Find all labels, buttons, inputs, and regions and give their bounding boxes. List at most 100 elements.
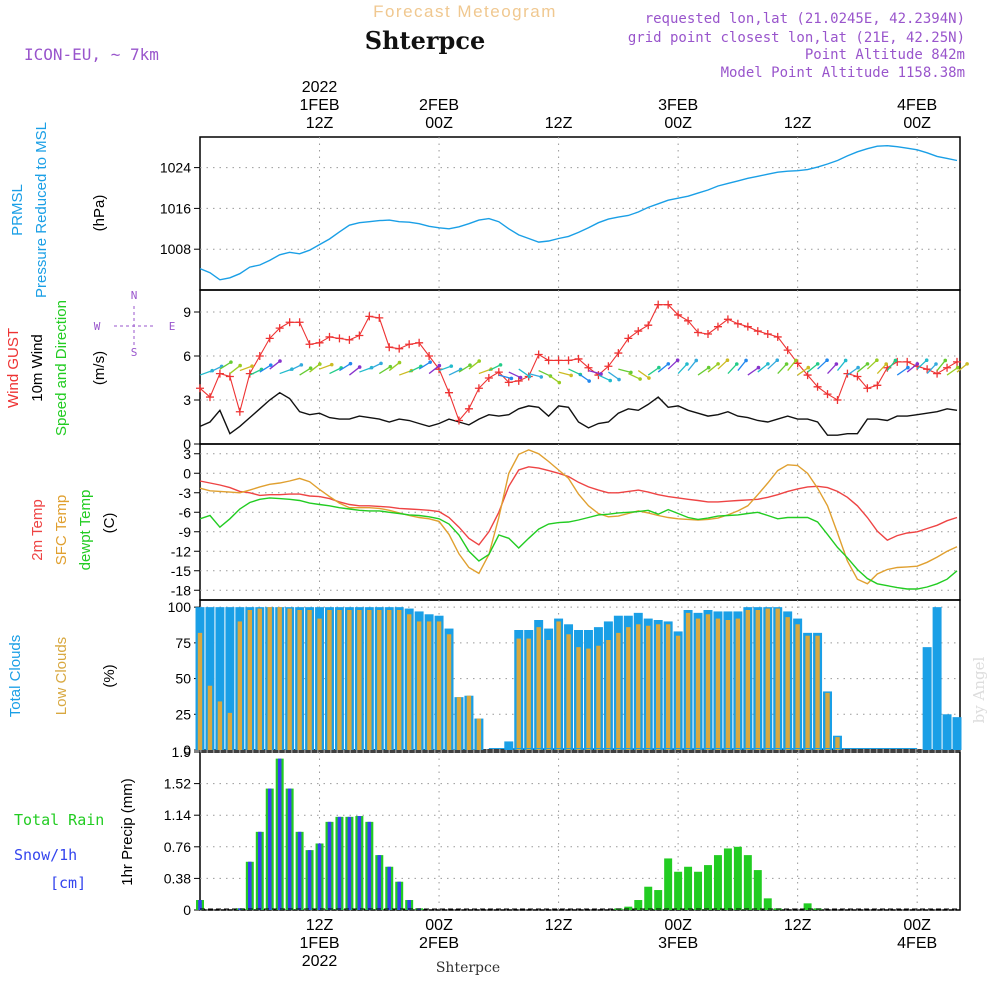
compass-south: S [131, 346, 138, 359]
low-cloud-bar [337, 610, 342, 750]
wind-arrow-head [965, 362, 969, 366]
low-cloud-bar [646, 625, 651, 750]
wind-direction-arrow [647, 367, 660, 376]
gust-marker [255, 352, 264, 360]
gust-marker [305, 340, 314, 349]
location-title: Shterpce [365, 26, 485, 55]
gust-marker [953, 357, 962, 366]
wind-direction-arrow [637, 370, 650, 379]
wind-arrow-head [617, 377, 621, 382]
wind-direction-arrow [667, 359, 679, 370]
top-hour-label: 00Z [425, 115, 453, 132]
wind-direction-arrow [219, 361, 232, 370]
compass-cross [114, 306, 154, 346]
wind-arrow-head [766, 362, 770, 366]
gust-marker [773, 332, 782, 341]
wind-arrow-head [278, 359, 282, 363]
gust-marker [285, 318, 294, 327]
wind-arrow-head [299, 363, 304, 367]
clouds-ytick-label: 75 [175, 635, 191, 651]
low-cloud-bar [596, 645, 601, 750]
low-cloud-bar [267, 607, 272, 750]
wind-direction-arrow [209, 365, 222, 373]
gust-marker [614, 349, 623, 358]
wind-arrow-head [388, 364, 393, 369]
wind-direction-arrow [378, 366, 391, 375]
low-cloud-bar [785, 617, 790, 750]
gust-marker [225, 372, 234, 381]
wind-direction-arrow [418, 361, 431, 370]
snow-bar [367, 821, 372, 910]
low-cloud-bar [446, 634, 452, 750]
wind-arrow-head [675, 358, 680, 363]
wind-arrow-head [539, 375, 544, 379]
wind-arrow-head [906, 365, 910, 370]
wind-arrow-head [250, 364, 254, 368]
total-cloud-bar [922, 647, 932, 750]
wind-arrow-head [329, 362, 334, 367]
snow-bar [387, 866, 392, 910]
gust-marker [733, 319, 742, 328]
low-cloud-bar [347, 610, 352, 750]
wind-arrow-head [893, 358, 898, 363]
wind-arrow-head [915, 362, 920, 366]
temp-sfc-line [199, 449, 958, 585]
wind-arrow-head [348, 361, 353, 366]
wind-arrow-head [428, 360, 432, 364]
rain-bar [684, 866, 693, 910]
wind-direction-arrow [468, 360, 480, 370]
low-cloud-bar [695, 618, 701, 750]
low-cloud-bar [367, 610, 372, 750]
bottom-date-label: 1FEB [300, 935, 340, 952]
wind-arrow-head [706, 365, 711, 370]
wind-direction-arrow [827, 363, 837, 375]
wind-arrow-head [629, 370, 633, 375]
wind-direction-arrow [847, 367, 859, 376]
wind-direction-arrow [289, 364, 302, 372]
clouds-ytick-label: 50 [175, 671, 191, 687]
low-cloud-bar [526, 638, 531, 750]
snow-bar [327, 821, 332, 910]
gust-marker [425, 352, 434, 360]
gust-marker [454, 416, 463, 425]
clouds-ytick-label: 0 [183, 742, 191, 758]
wind-arrow-head [397, 360, 402, 365]
gust-marker [445, 388, 454, 397]
wind-direction-arrow [896, 367, 909, 376]
low-cloud-bar [516, 638, 521, 750]
compass-west: W [94, 320, 101, 333]
gust-marker [196, 384, 204, 393]
low-cloud-bar [705, 614, 711, 750]
top-date-label: 3FEB [658, 97, 698, 114]
bottom-hour-label: 00Z [425, 917, 453, 934]
wind-arrow-head [657, 365, 661, 370]
model-label: ICON-EU, ~ 7km [24, 45, 159, 64]
temp-2m-label: 2m Temp [29, 499, 46, 560]
rain-bar [704, 865, 712, 910]
gust-marker [833, 396, 842, 404]
low-cloud-bar [197, 632, 203, 750]
temperature-ytick-label: 3 [183, 446, 191, 462]
gust-marker [235, 407, 244, 416]
wind-direction-arrow [787, 360, 797, 371]
wind-direction-arrow [259, 364, 272, 373]
low-cloud-bar [745, 610, 751, 750]
wind-direction-arrow [329, 367, 342, 375]
gust-marker [415, 338, 424, 347]
pressure-panel: 1008 1016 1024 PRMSL Pressure Reduced to MSL… [9, 122, 961, 298]
rain-bar [664, 858, 673, 910]
snow-bar [257, 831, 262, 910]
wind-direction-arrow [618, 368, 632, 374]
gust-marker [385, 343, 394, 352]
temperature-ytick-label: -18 [171, 582, 191, 598]
gust-marker [723, 315, 732, 324]
rain-label: Total Rain [14, 811, 104, 829]
top-date-label: 1FEB [300, 97, 340, 114]
wind-direction-arrow [578, 373, 590, 382]
wind-frame [199, 289, 961, 445]
wind-direction-arrow [448, 368, 461, 376]
low-cloud-bar [546, 640, 551, 750]
wind-direction-arrow [906, 363, 918, 373]
gust-marker [933, 369, 942, 378]
